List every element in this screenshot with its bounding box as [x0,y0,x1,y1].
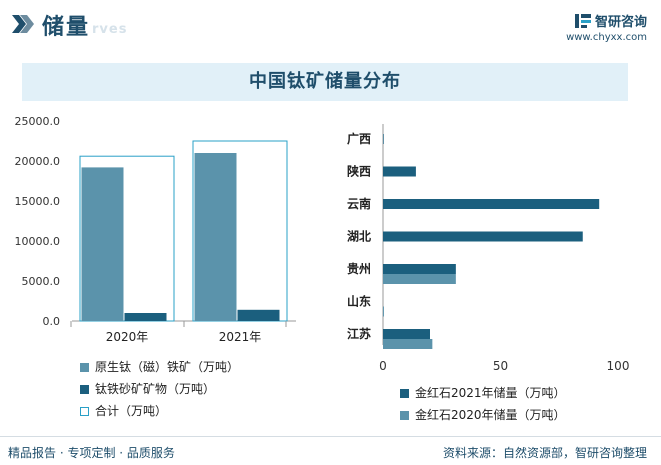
y-tick-label: 0.0 [43,315,61,328]
bar-sand [124,313,167,321]
legend-swatch [80,363,89,372]
y-category-label: 湖北 [347,229,371,244]
x-category-label: 2021年 [219,330,262,344]
chart-title: 中国钛矿储量分布 [22,63,628,101]
y-category-label: 云南 [347,196,371,211]
bar-2021 [383,166,416,177]
legend-label: 原生钛（磁）铁矿（万吨） [95,360,240,374]
y-tick-label: 15000.0 [15,195,61,208]
x-tick-label: 100 [607,359,630,373]
bar-2020 [383,306,384,317]
brand-name: 智研咨询 [594,15,647,30]
y-category-label: 陕西 [347,164,371,179]
footer: 精品报告 · 专项定制 · 品质服务 资料来源：自然资源部，智研咨询整理 [0,436,661,465]
brand-url: www.chyxx.com [566,32,647,43]
bar-2020 [383,339,433,349]
legend-swatch [400,411,409,420]
header-ghost-text: rves [92,22,128,37]
double-chevron-icon [12,15,34,33]
page-title: 储量 [42,15,91,40]
footer-slogan: 精品报告 · 专项定制 · 品质服务 [8,446,175,460]
legend-label: 金红石2020年储量（万吨） [415,408,566,422]
bar-2020 [383,274,456,284]
y-category-label: 山东 [347,294,371,309]
legend-swatch [80,385,89,394]
legend-label: 合计（万吨） [95,404,168,418]
x-tick-label: 50 [493,359,508,373]
bar-raw [81,167,124,321]
y-tick-label: 25000.0 [15,115,61,128]
y-tick-label: 10000.0 [15,235,61,248]
bar-2021 [383,264,456,274]
y-category-label: 广西 [347,131,371,146]
bar-2021 [383,134,384,144]
legend-label: 金红石2021年储量（万吨） [415,386,566,400]
bar-raw [194,153,237,321]
y-category-label: 江苏 [347,326,371,341]
x-category-label: 2020年 [106,330,149,344]
y-tick-label: 5000.0 [22,275,61,288]
header: rves 储量 智研咨询 www.chyxx.com [0,0,661,50]
brand-logo-icon [574,13,591,28]
bar-2021 [383,329,430,339]
bar-sand [237,309,280,321]
x-tick-label: 0 [379,359,387,373]
legend-swatch [400,389,409,398]
footer-source: 资料来源：自然资源部，智研咨询整理 [442,446,647,460]
legend-swatch [80,407,89,416]
y-tick-label: 20000.0 [15,155,61,168]
brand: 智研咨询 www.chyxx.com [566,10,647,43]
legend-label: 钛铁砂矿矿物（万吨） [95,382,216,396]
bar-2021 [383,231,583,242]
y-category-label: 贵州 [347,261,371,276]
bar-2021 [383,199,600,209]
